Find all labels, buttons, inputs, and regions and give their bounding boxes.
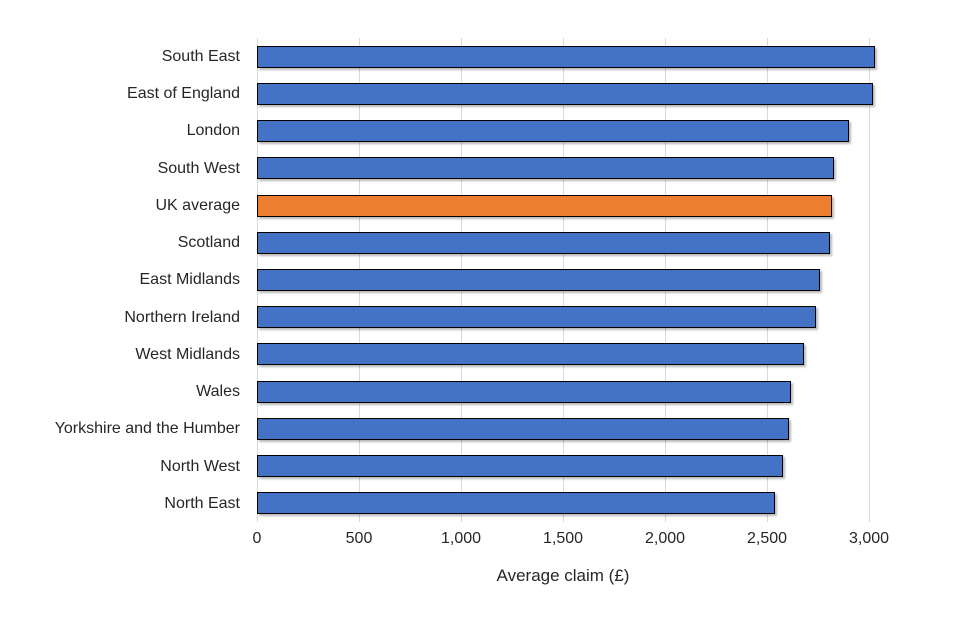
bar-north-east xyxy=(257,492,775,515)
x-tick-label-2500: 2,500 xyxy=(746,530,788,547)
x-tick-label-1000: 1,000 xyxy=(440,530,482,547)
x-tick-label-3000: 3,000 xyxy=(848,530,890,547)
x-axis-title: Average claim (£) xyxy=(496,566,630,585)
x-tick-label-2000: 2,000 xyxy=(644,530,686,547)
bar-east-of-england xyxy=(257,82,873,105)
category-label-uk-average: UK average xyxy=(155,196,241,214)
bar-uk-average xyxy=(257,194,832,217)
bar-east-midlands xyxy=(257,269,820,291)
plot-area xyxy=(257,38,940,522)
category-label-northern-ireland: Northern Ireland xyxy=(124,308,240,326)
x-tick-label-0: 0 xyxy=(252,530,262,547)
category-label-wales: Wales xyxy=(196,383,240,401)
category-label-west-midlands: West Midlands xyxy=(135,345,240,363)
category-label-south-east: South East xyxy=(161,48,240,65)
bar-northern-ireland xyxy=(257,306,816,329)
gridline-3000 xyxy=(869,38,870,522)
category-label-scotland: Scotland xyxy=(177,234,240,252)
category-axis: South East East of England London South Wes… xyxy=(0,38,240,522)
bar-south-west xyxy=(257,157,834,180)
bar-north-west xyxy=(257,455,783,478)
bar-yorkshire-and-the-humber xyxy=(257,417,789,440)
bar-west-midlands xyxy=(257,343,804,366)
x-axis-ticks: 0 500 1,000 1,500 2,000 2,500 3,000 xyxy=(253,530,940,552)
category-label-south-west: South West xyxy=(157,159,240,177)
x-tick-label-500: 500 xyxy=(345,530,373,547)
bar-london xyxy=(257,120,849,143)
x-tick-label-1500: 1,500 xyxy=(542,530,584,547)
category-label-east-midlands: East Midlands xyxy=(139,271,241,289)
category-label-london: London xyxy=(186,122,240,140)
category-label-east-of-england: East of England xyxy=(127,85,240,103)
category-label-north-west: North West xyxy=(160,457,240,475)
bar-south-east xyxy=(257,45,875,68)
bar-scotland xyxy=(257,231,830,254)
category-label-north-east: North East xyxy=(164,494,240,512)
category-label-yorkshire-and-the-humber: Yorkshire and the Humber xyxy=(54,420,240,438)
bar-wales xyxy=(257,380,791,403)
